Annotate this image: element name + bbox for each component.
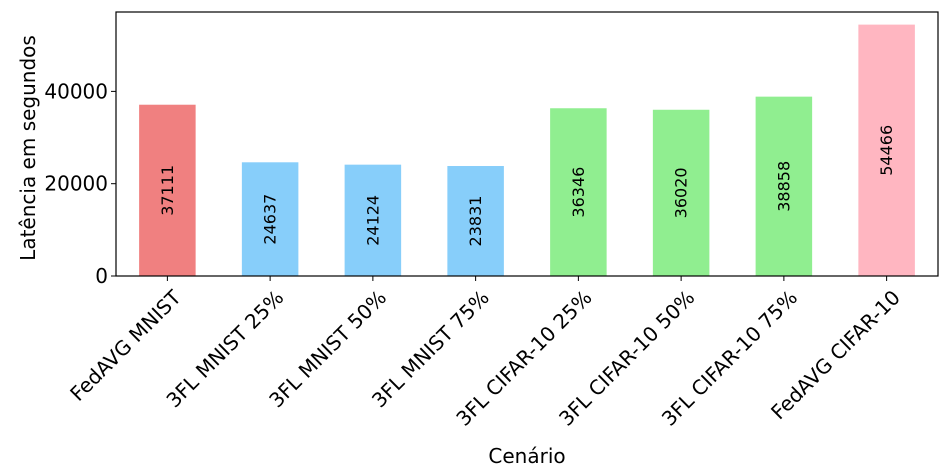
bar-value-label: 54466 xyxy=(877,125,896,176)
bar xyxy=(139,104,196,276)
y-axis-title: Latência em segundos xyxy=(16,35,40,261)
bar-value-label: 23831 xyxy=(466,196,485,247)
bar-value-label: 36020 xyxy=(672,167,691,218)
bar xyxy=(550,108,607,276)
bar-value-label: 36346 xyxy=(569,167,588,218)
bar xyxy=(447,166,504,276)
y-tick-label: 0 xyxy=(95,264,108,288)
bar xyxy=(858,24,915,276)
bar-value-labels: 37111 24637 24124 23831 36346 36020 38858 54466 xyxy=(158,125,896,247)
bar xyxy=(755,96,813,276)
plot-frame xyxy=(115,11,939,277)
bar xyxy=(241,162,299,276)
bar xyxy=(344,164,402,276)
bar-value-label: 38858 xyxy=(774,161,793,212)
y-tick-label: 20000 xyxy=(44,172,108,196)
y-tick-label: 40000 xyxy=(44,79,108,103)
bars-group xyxy=(139,24,915,276)
bar-value-label: 37111 xyxy=(158,165,177,216)
x-axis-title: Cenário xyxy=(488,444,565,466)
bar-value-label: 24124 xyxy=(363,195,382,246)
bar xyxy=(652,109,710,276)
bar-value-label: 24637 xyxy=(261,194,280,245)
y-axis-ticks: 0 20000 40000 xyxy=(44,79,116,288)
